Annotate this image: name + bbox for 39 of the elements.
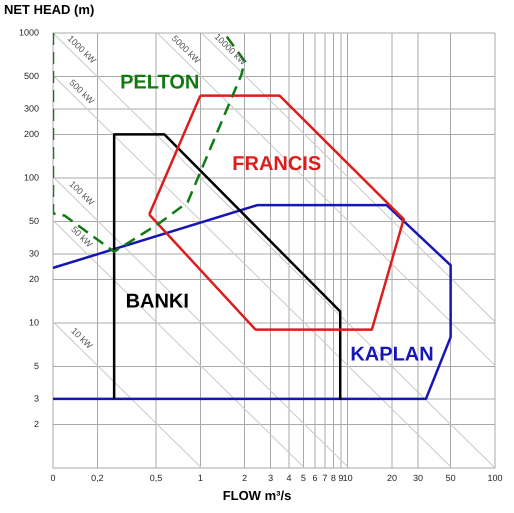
y-axis-title: NET HEAD (m) <box>4 2 94 17</box>
series-label: KAPLAN <box>350 344 434 366</box>
y-tick-label: 50 <box>28 216 39 226</box>
x-tick-label: 1 <box>198 472 203 483</box>
x-tick-label: 5 <box>300 472 306 483</box>
x-tick-label: 0,2 <box>91 472 104 483</box>
series-label: FRANCIS <box>232 152 322 175</box>
x-tick-label: 0 <box>50 472 56 483</box>
x-tick-label: 50 <box>446 472 456 483</box>
y-tick-label: 500 <box>24 71 39 82</box>
x-tick-label: 0,5 <box>150 472 162 483</box>
x-tick-label: 7 <box>322 472 328 483</box>
text: 10 kW <box>69 326 95 351</box>
y-tick-label: 10 <box>28 317 39 328</box>
y-tick-label: 1000 <box>18 27 39 38</box>
text: 50 kW <box>69 224 95 250</box>
y-tick-label: 200 <box>24 128 39 139</box>
series-label: PELTON <box>120 72 200 94</box>
x-tick-label: 10 <box>342 472 353 483</box>
series-label: BANKI <box>126 290 189 312</box>
x-tick-label: 6 <box>312 472 318 483</box>
text: 500 kW <box>67 78 97 106</box>
x-tick-label: 30 <box>412 472 423 483</box>
x-tick-label: 3 <box>268 472 274 483</box>
y-tick-label: 5 <box>34 361 39 372</box>
y-tick-label: 2 <box>34 418 39 429</box>
x-tick-label: 4 <box>286 472 292 483</box>
x-tick-label: 2 <box>242 472 248 483</box>
y-tick-label: 30 <box>28 248 39 258</box>
y-tick-label: 3 <box>34 393 39 404</box>
x-tick-label: 100 <box>487 472 503 483</box>
y-tick-label: 100 <box>24 172 39 182</box>
x-tick-label: 8 <box>330 472 336 483</box>
x-tick-label: 9 <box>338 472 344 483</box>
x-tick-label: 20 <box>387 472 398 483</box>
y-tick-label: 300 <box>24 103 39 114</box>
y-tick-label: 20 <box>28 274 39 284</box>
text: 100 kW <box>67 178 97 208</box>
x-axis-title: FLOW m³/s <box>222 488 292 503</box>
